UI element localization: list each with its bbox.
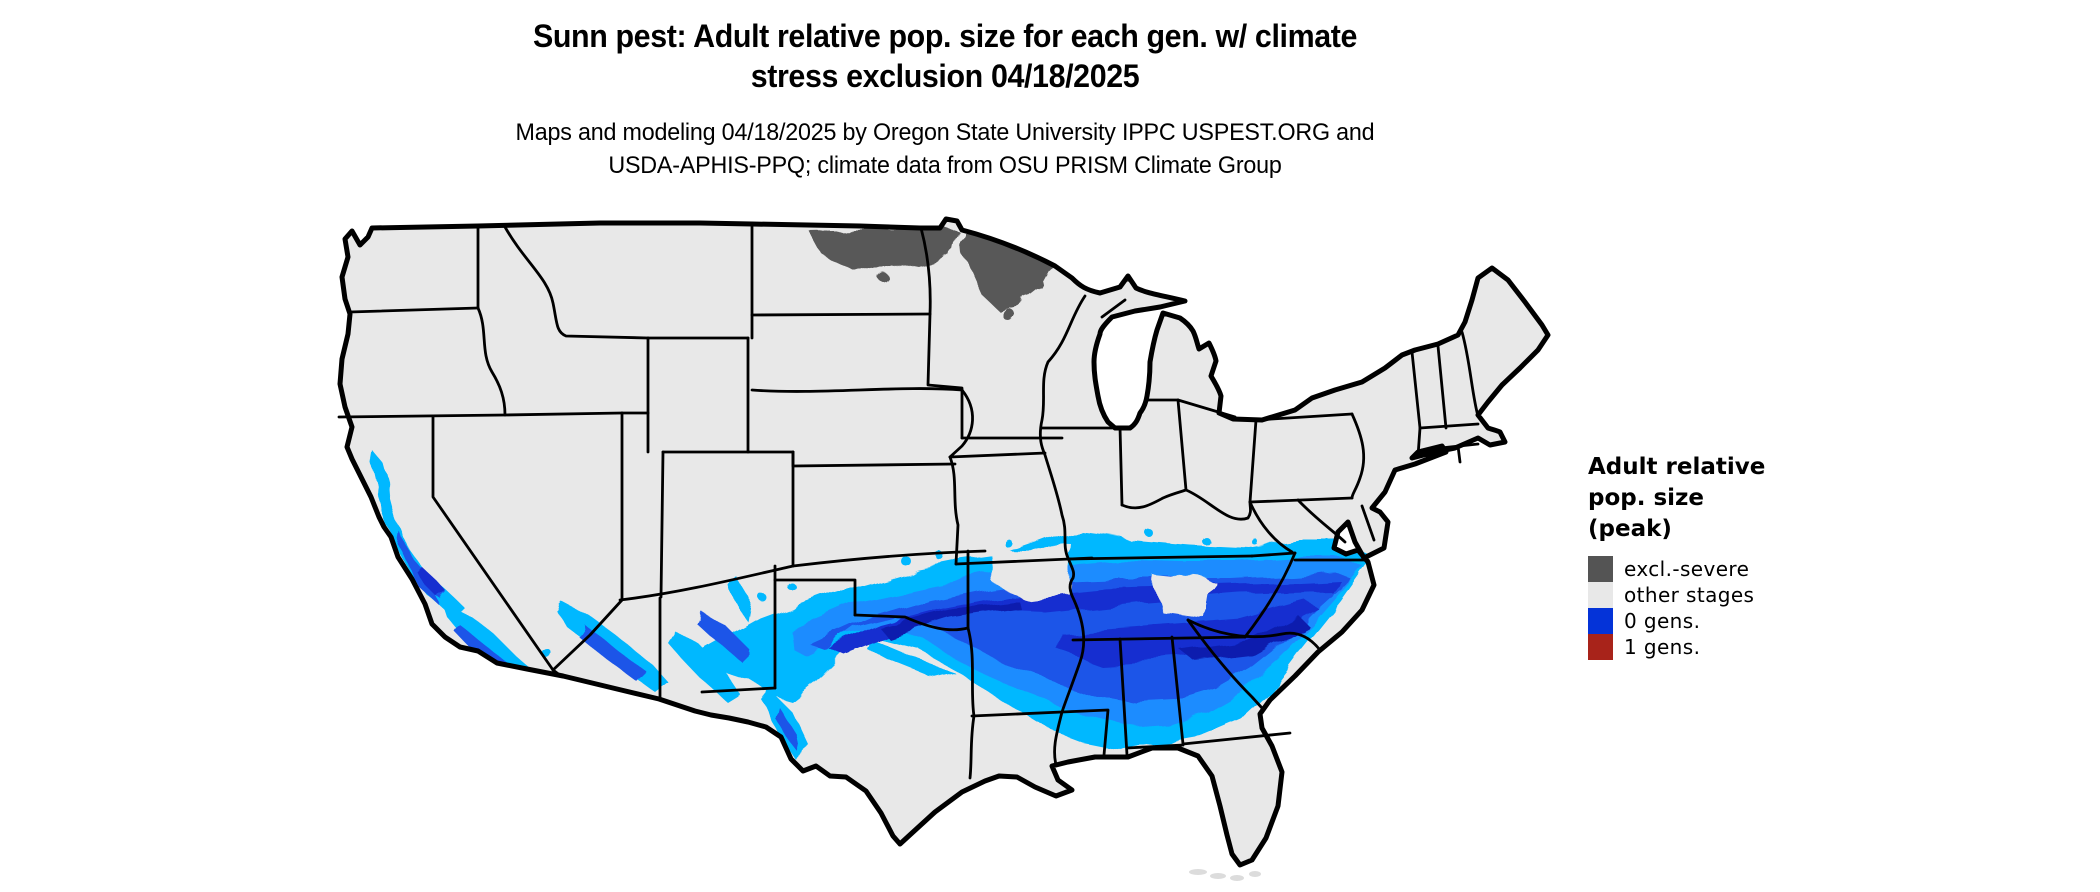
legend-label: 0 gens. (1624, 609, 1701, 633)
legend-title-line3: (peak) (1588, 516, 1672, 542)
florida-keys (1189, 869, 1261, 881)
legend-label: excl.-severe (1624, 557, 1750, 581)
legend-swatch-0-gens (1588, 608, 1613, 634)
legend-swatch-excl-severe (1588, 556, 1613, 582)
legend-label: other stages (1624, 583, 1755, 607)
legend-item: excl.-severe (1588, 556, 1888, 582)
map-subtitle-line2: USDA-APHIS-PPQ; climate data from OSU PR… (608, 152, 1282, 179)
map-title-line2: stress exclusion 04/18/2025 (750, 58, 1140, 94)
legend-label: 1 gens. (1624, 635, 1701, 659)
legend-swatch-other-stages (1588, 582, 1613, 608)
map-subtitle-line1: Maps and modeling 04/18/2025 by Oregon S… (515, 119, 1375, 146)
map-title: Sunn pest: Adult relative pop. size for … (47, 16, 1843, 96)
us-landmass (340, 219, 1548, 865)
legend-title: Adult relative pop. size (peak) (1588, 452, 1888, 545)
legend-items: excl.-severe other stages 0 gens. 1 gens… (1588, 556, 1888, 660)
legend-swatch-1-gens (1588, 634, 1613, 660)
legend-title-line1: Adult relative (1588, 454, 1766, 480)
legend-item: other stages (1588, 582, 1888, 608)
map-subtitle: Maps and modeling 04/18/2025 by Oregon S… (28, 116, 1861, 182)
map-legend: Adult relative pop. size (peak) excl.-se… (1588, 452, 1888, 660)
legend-item: 1 gens. (1588, 634, 1888, 660)
legend-title-line2: pop. size (1588, 485, 1705, 511)
legend-item: 0 gens. (1588, 608, 1888, 634)
map-title-line1: Sunn pest: Adult relative pop. size for … (532, 18, 1358, 54)
